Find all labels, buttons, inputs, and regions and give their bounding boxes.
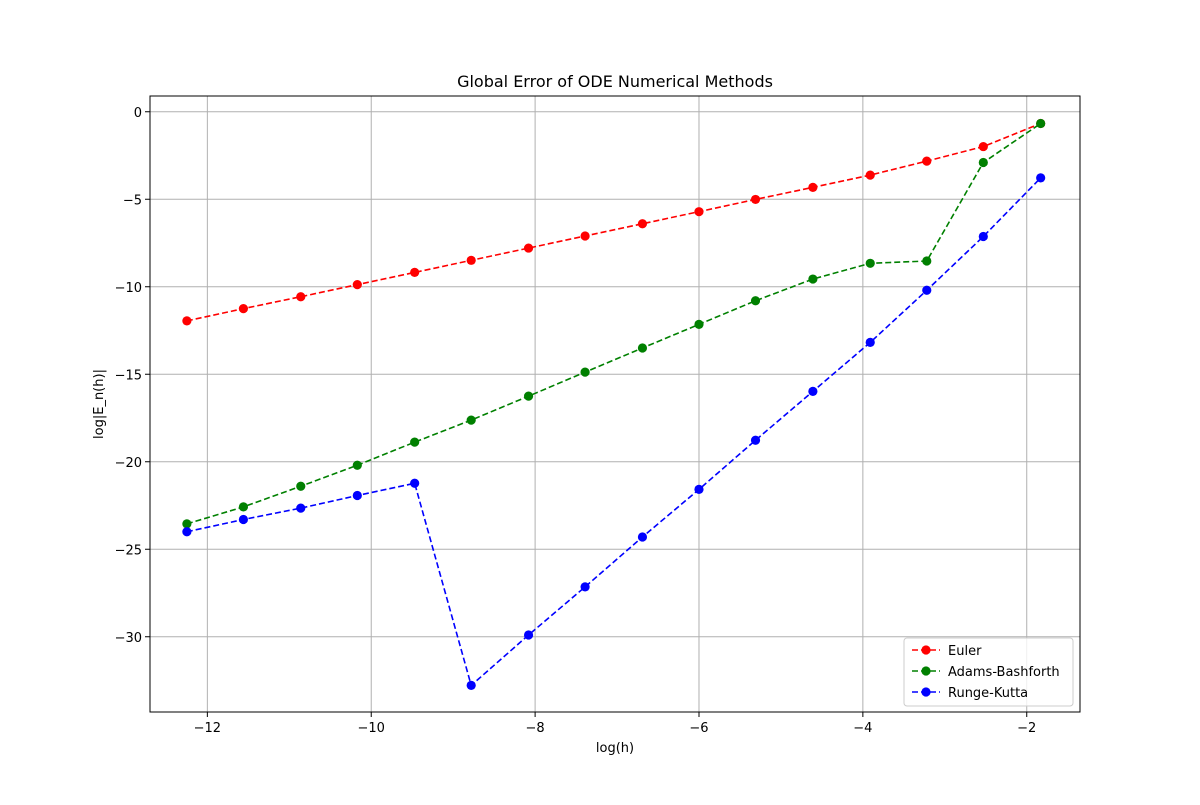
- data-point-adams-bashforth: [637, 343, 648, 353]
- y-axis-label: log|E_n(h)|: [92, 369, 107, 439]
- data-point-runge-kutta: [922, 285, 932, 295]
- data-point-adams-bashforth: [466, 415, 476, 425]
- x-tick-label: −12: [194, 721, 221, 736]
- legend-label-runge-kutta: Runge-Kutta: [948, 686, 1028, 701]
- data-point-runge-kutta: [1036, 173, 1046, 183]
- data-point-euler: [694, 207, 704, 217]
- data-point-runge-kutta: [410, 478, 420, 488]
- data-point-adams-bashforth: [694, 319, 704, 329]
- data-point-euler: [352, 280, 362, 290]
- data-point-adams-bashforth: [182, 519, 192, 529]
- data-point-adams-bashforth: [1036, 118, 1046, 129]
- plot-frame: [149, 95, 1081, 713]
- data-point-adams-bashforth: [922, 256, 932, 266]
- tick-layer: −12 −10 −8 −6 −4 −20−5−10−15−20−25−30: [115, 106, 1037, 736]
- y-tick-label: −20: [115, 456, 142, 471]
- legend: Euler Adams-Bashforth Runge-Kutta: [903, 637, 1074, 707]
- data-point-runge-kutta: [352, 490, 362, 501]
- data-point-euler: [978, 141, 988, 152]
- legend-label-adams-bashforth: Adams-Bashforth: [948, 665, 1060, 680]
- data-point-adams-bashforth: [750, 296, 761, 306]
- data-point-euler: [523, 243, 534, 253]
- series-line-euler: [186, 122, 1041, 322]
- x-tick-label: −6: [689, 721, 708, 736]
- data-point-runge-kutta: [182, 527, 192, 537]
- y-tick-label: −15: [115, 368, 142, 383]
- data-point-adams-bashforth: [978, 157, 988, 168]
- data-point-runge-kutta: [808, 386, 818, 396]
- x-tick-label: −2: [1017, 721, 1036, 736]
- x-tick-label: −10: [358, 721, 385, 736]
- data-point-euler: [637, 219, 648, 229]
- y-tick-label: −30: [115, 631, 142, 646]
- x-axis-label: log(h): [596, 741, 634, 756]
- legend-entries: Euler Adams-Bashforth Runge-Kutta: [912, 644, 1060, 701]
- data-point-euler: [410, 267, 420, 277]
- legend-marker-adams-bashforth: [921, 666, 931, 676]
- data-point-adams-bashforth: [296, 481, 306, 491]
- data-point-euler: [580, 231, 590, 241]
- data-point-euler: [750, 194, 761, 205]
- chart-title: Global Error of ODE Numerical Methods: [457, 72, 773, 91]
- series-layer: [182, 118, 1046, 691]
- data-point-euler: [808, 182, 818, 192]
- data-point-runge-kutta: [523, 630, 534, 640]
- series-line-runge-kutta: [186, 177, 1042, 687]
- legend-entry-adams-bashforth: Adams-Bashforth: [912, 665, 1060, 680]
- series-adams-bashforth: [182, 118, 1046, 529]
- y-tick-label: −10: [115, 281, 142, 296]
- data-point-runge-kutta: [296, 503, 306, 513]
- data-point-runge-kutta: [238, 514, 249, 525]
- y-tick-label: −25: [115, 543, 142, 558]
- data-point-runge-kutta: [978, 231, 988, 242]
- data-point-runge-kutta: [750, 435, 761, 445]
- y-tick-label: 0: [134, 106, 142, 121]
- y-tick-label: −5: [123, 193, 142, 208]
- legend-entry-euler: Euler: [912, 644, 982, 659]
- data-point-adams-bashforth: [580, 367, 590, 377]
- data-point-euler: [296, 292, 306, 302]
- data-point-runge-kutta: [637, 532, 648, 542]
- legend-box: [903, 637, 1074, 707]
- data-point-adams-bashforth: [238, 502, 249, 512]
- x-tick-label: −8: [526, 721, 545, 736]
- data-point-euler: [238, 304, 249, 314]
- data-point-runge-kutta: [466, 680, 476, 691]
- x-tick-label: −4: [853, 721, 872, 736]
- legend-entry-runge-kutta: Runge-Kutta: [912, 686, 1028, 701]
- data-point-adams-bashforth: [410, 437, 420, 447]
- data-point-euler: [182, 316, 192, 326]
- legend-marker-runge-kutta: [921, 687, 931, 697]
- data-point-euler: [865, 170, 875, 180]
- data-point-adams-bashforth: [808, 274, 818, 284]
- data-point-euler: [466, 255, 476, 265]
- data-point-runge-kutta: [580, 582, 590, 592]
- series-runge-kutta: [182, 173, 1046, 691]
- data-point-runge-kutta: [694, 484, 704, 494]
- data-point-adams-bashforth: [523, 391, 534, 401]
- data-point-adams-bashforth: [865, 258, 875, 268]
- data-point-euler: [922, 156, 932, 166]
- data-point-adams-bashforth: [352, 460, 362, 470]
- series-euler: [182, 118, 1046, 326]
- series-line-adams-bashforth: [186, 122, 1042, 525]
- grid-layer: [150, 96, 1080, 712]
- legend-marker-euler: [921, 645, 931, 655]
- legend-label-euler: Euler: [948, 644, 982, 659]
- data-point-runge-kutta: [865, 337, 875, 347]
